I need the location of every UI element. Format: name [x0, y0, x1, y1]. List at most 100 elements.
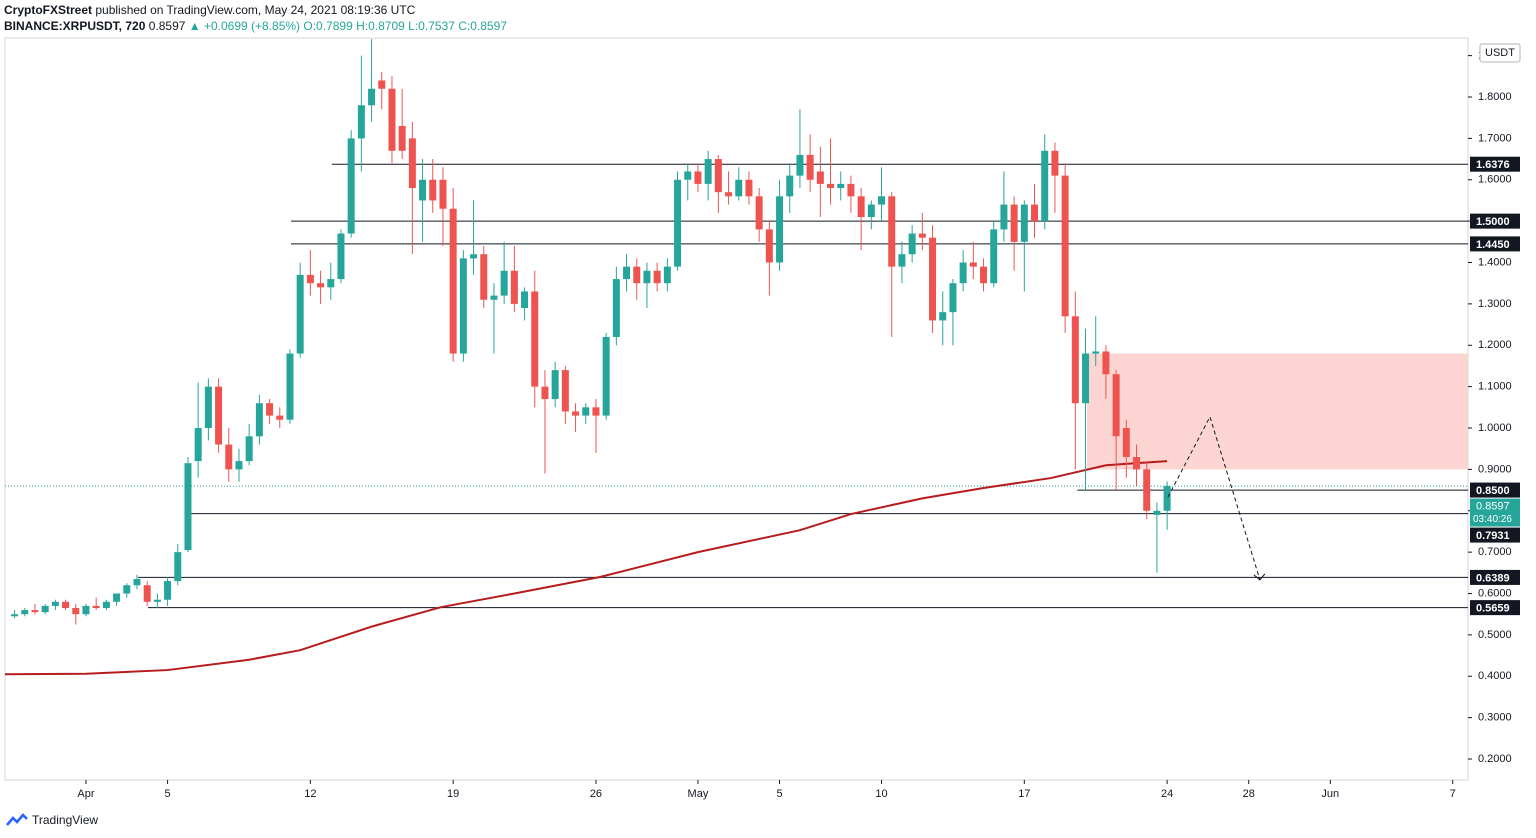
candle-body — [174, 552, 182, 582]
candle-body — [62, 601, 70, 608]
candle-body — [72, 607, 80, 615]
last-price-box — [1470, 498, 1520, 527]
x-tick-label: 10 — [875, 788, 887, 800]
level-label-box — [1470, 213, 1520, 229]
y-tick-label: 1.8000 — [1478, 91, 1512, 103]
candle-body — [1061, 175, 1069, 317]
candle-body — [449, 208, 457, 354]
candle-body — [959, 262, 967, 284]
y-tick-label: 0.3000 — [1478, 712, 1512, 724]
candle-body — [1153, 510, 1161, 515]
candle-body — [1102, 351, 1110, 375]
footer: TradingView — [6, 813, 98, 827]
candle-body — [878, 196, 886, 205]
candle-body — [92, 605, 100, 608]
candle-body — [867, 204, 875, 217]
y-tick-label: 1.4000 — [1478, 256, 1512, 268]
candle-body — [949, 283, 957, 313]
candle-body — [510, 270, 518, 304]
candle-body — [857, 196, 865, 217]
x-tick-label: Jun — [1321, 788, 1339, 800]
y-tick-label: 0.7000 — [1478, 546, 1512, 558]
high: H:0.8709 — [356, 19, 405, 33]
candle-body — [368, 88, 376, 106]
candle-body — [398, 125, 406, 151]
candle-body — [51, 601, 59, 606]
candle-body — [918, 233, 926, 238]
level-label-box — [1470, 527, 1520, 543]
level-label: 0.5659 — [1476, 603, 1510, 615]
candle-body — [827, 183, 835, 189]
level-label: 1.6376 — [1476, 159, 1510, 171]
candle-body — [643, 270, 651, 284]
candle-body — [765, 229, 773, 263]
candle-body — [704, 159, 712, 184]
candle-body — [317, 283, 325, 288]
x-tick-label: 5 — [776, 788, 782, 800]
candle-body — [939, 312, 947, 321]
candle-body — [102, 601, 110, 608]
candle-body — [133, 579, 141, 586]
candle-body — [480, 254, 488, 300]
candle-body — [215, 386, 223, 445]
candle-body — [276, 415, 284, 420]
last-price-label: 0.8597 — [1476, 500, 1510, 512]
y-tick-label: 0.6000 — [1478, 587, 1512, 599]
candle-body — [674, 179, 682, 267]
candle-body — [521, 291, 529, 309]
candle-body — [225, 444, 233, 470]
y-tick-label: 0.5000 — [1478, 629, 1512, 641]
candle-body — [816, 171, 824, 184]
candle-body — [898, 254, 906, 267]
candle-body — [327, 279, 335, 288]
level-label-box — [1470, 600, 1520, 616]
candle-body — [41, 605, 49, 613]
x-tick-label: 5 — [165, 788, 171, 800]
currency-box — [1479, 43, 1521, 63]
publisher: CryptoFXStreet — [4, 3, 93, 17]
projection-path — [1167, 415, 1261, 581]
candle-body — [490, 295, 498, 300]
candle-body — [1020, 204, 1028, 242]
logo-icon — [6, 813, 28, 826]
candle-body — [1041, 150, 1049, 222]
y-tick-label: 1.1000 — [1478, 381, 1512, 393]
candle-body — [337, 233, 345, 280]
candle-body — [429, 179, 437, 201]
candle-body — [541, 386, 549, 400]
candle-body — [990, 229, 998, 284]
level-label: 0.8500 — [1476, 485, 1510, 497]
plot — [5, 39, 1468, 676]
candle-body — [388, 88, 396, 151]
x-tick-label: Apr — [77, 788, 94, 800]
candle-body — [755, 196, 763, 230]
candle-body — [1163, 486, 1171, 511]
change: ▲ +0.0699 (+8.85%) — [188, 19, 301, 33]
candle-body — [633, 266, 641, 284]
candle-body — [572, 411, 580, 416]
candle-body — [582, 407, 590, 416]
candle-body — [1133, 456, 1141, 470]
candle-body — [31, 610, 39, 613]
candle-body — [1031, 204, 1039, 222]
candle-body — [500, 270, 508, 296]
candle-body — [663, 266, 671, 284]
candle-body — [123, 585, 131, 594]
candle-body — [602, 336, 610, 416]
candle-body — [82, 605, 90, 615]
candle-body — [21, 610, 29, 615]
resistance-zone — [1086, 353, 1468, 470]
candle-body — [164, 581, 172, 600]
candle-body — [888, 196, 896, 267]
candle-body — [714, 159, 722, 193]
candle-body — [419, 179, 427, 201]
moving-average — [5, 460, 1168, 676]
candle-body — [806, 154, 814, 180]
candle-body — [245, 436, 253, 462]
candle-body — [1000, 204, 1008, 230]
x-tick-label: 7 — [1450, 788, 1456, 800]
candle-body — [837, 183, 845, 189]
y-tick-label: 1.2000 — [1478, 339, 1512, 351]
candle-body — [143, 585, 151, 602]
brand: TradingView — [32, 813, 99, 827]
